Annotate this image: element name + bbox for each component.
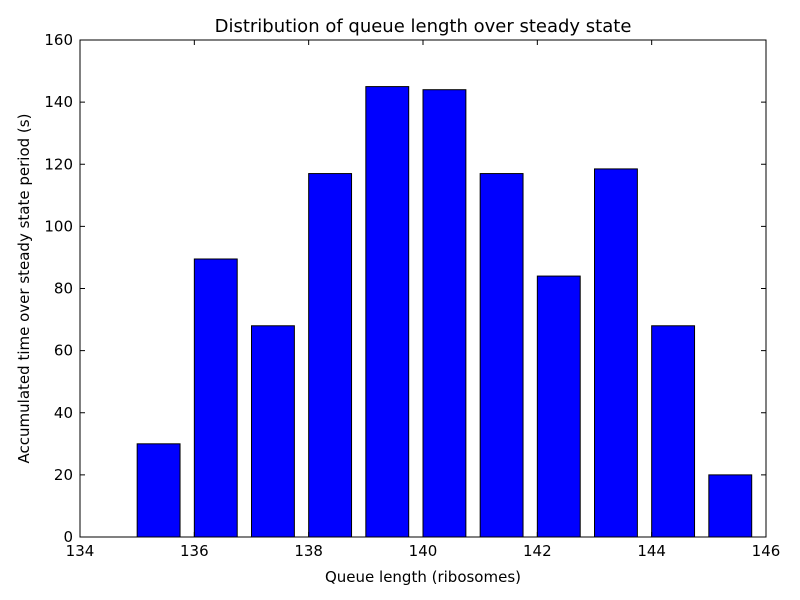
x-tick-label-140: 140 — [409, 542, 438, 560]
x-tick-label-142: 142 — [523, 542, 552, 560]
x-axis-ticks: 134 136 138 140 142 144 146 — [66, 40, 781, 560]
bar-136 — [193, 258, 238, 538]
bar-135 — [136, 443, 181, 538]
bar-140 — [422, 89, 467, 538]
y-tick-label-20: 20 — [54, 466, 73, 484]
y-tick-label-140: 140 — [44, 93, 73, 111]
y-tick-label-60: 60 — [54, 342, 73, 360]
bar-144 — [651, 325, 696, 538]
x-axis-label: Queue length (ribosomes) — [325, 568, 521, 586]
chart-title: Distribution of queue length over steady… — [215, 16, 632, 37]
x-tick-label-144: 144 — [637, 542, 666, 560]
x-tick-label-136: 136 — [180, 542, 209, 560]
bar-141 — [479, 173, 524, 538]
x-tick-label-138: 138 — [294, 542, 323, 560]
y-tick-label-80: 80 — [54, 280, 73, 298]
bar-143 — [594, 168, 638, 538]
y-tick-label-0: 0 — [63, 528, 73, 546]
bar-138 — [308, 173, 353, 538]
x-tick-label-146: 146 — [752, 542, 781, 560]
bar-139 — [365, 86, 410, 538]
y-tick-label-100: 100 — [44, 217, 73, 235]
y-axis-ticks: 0 20 40 60 80 100 120 140 160 — [44, 31, 766, 546]
bar-142 — [536, 275, 581, 538]
y-tick-label-40: 40 — [54, 404, 73, 422]
y-axis-label: Accumulated time over steady state perio… — [15, 114, 33, 464]
y-tick-label-120: 120 — [44, 155, 73, 173]
bar-137 — [251, 325, 295, 538]
y-tick-label-160: 160 — [44, 31, 73, 49]
bars-group — [136, 86, 753, 538]
bar-145 — [708, 474, 753, 538]
x-tick-label-134: 134 — [66, 542, 95, 560]
